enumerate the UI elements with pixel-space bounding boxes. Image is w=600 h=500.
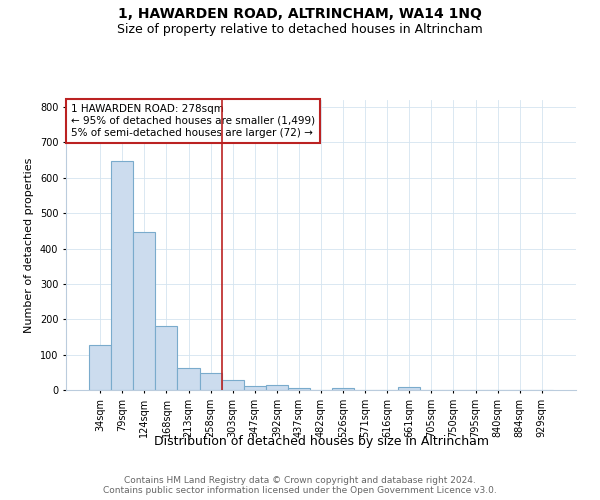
Bar (398, 387, 421, 390)
Bar (178, 368, 200, 390)
Bar (244, 386, 266, 390)
Text: Size of property relative to detached houses in Altrincham: Size of property relative to detached ho… (117, 22, 483, 36)
Text: Distribution of detached houses by size in Altrincham: Distribution of detached houses by size … (154, 435, 488, 448)
Bar (332, 388, 354, 390)
Bar (200, 373, 221, 390)
Bar (288, 388, 310, 390)
Text: Contains HM Land Registry data © Crown copyright and database right 2024.
Contai: Contains HM Land Registry data © Crown c… (103, 476, 497, 495)
Bar (89, 344, 111, 390)
Bar (111, 161, 133, 390)
Bar (133, 232, 155, 390)
Bar (266, 386, 288, 390)
Text: 1, HAWARDEN ROAD, ALTRINCHAM, WA14 1NQ: 1, HAWARDEN ROAD, ALTRINCHAM, WA14 1NQ (118, 8, 482, 22)
Bar (155, 326, 178, 390)
Y-axis label: Number of detached properties: Number of detached properties (25, 158, 34, 332)
Text: 1 HAWARDEN ROAD: 278sqm
← 95% of detached houses are smaller (1,499)
5% of semi-: 1 HAWARDEN ROAD: 278sqm ← 95% of detache… (71, 104, 315, 138)
Bar (221, 380, 244, 390)
